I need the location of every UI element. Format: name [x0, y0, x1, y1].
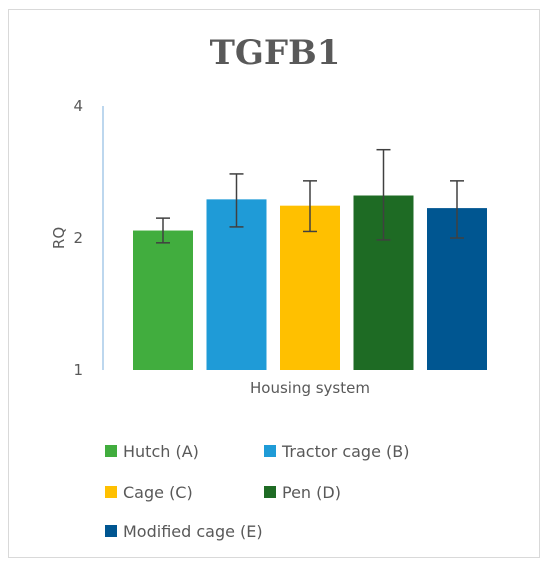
- bar: [280, 205, 340, 370]
- legend-item: Cage (C): [105, 483, 193, 502]
- legend-item: Pen (D): [264, 483, 341, 502]
- legend: Hutch (A) Tractor cage (B) Cage (C) Pen (D)…: [105, 442, 409, 541]
- y-tick-labels: 1 2 4: [73, 97, 83, 379]
- y-tick-label: 4: [73, 97, 83, 115]
- legend-swatch: [264, 445, 276, 457]
- legend-swatch: [264, 486, 276, 498]
- legend-item: Hutch (A): [105, 442, 199, 461]
- legend-swatch: [105, 445, 117, 457]
- bar: [206, 199, 267, 370]
- bar: [133, 230, 193, 370]
- chart-title: TGFB1: [210, 33, 341, 73]
- legend-label: Pen (D): [282, 483, 341, 502]
- y-axis-label: RQ: [50, 227, 68, 249]
- y-tick-label: 1: [73, 361, 83, 379]
- legend-label: Cage (C): [123, 483, 193, 502]
- bars: [133, 195, 487, 370]
- legend-label: Hutch (A): [123, 442, 199, 461]
- legend-label: Modified cage (E): [123, 522, 263, 541]
- y-tick-label: 2: [73, 229, 83, 247]
- x-axis-label: Housing system: [250, 379, 370, 397]
- error-bar: [303, 180, 317, 233]
- error-bar: [229, 173, 244, 228]
- legend-swatch: [105, 486, 117, 498]
- legend-item: Modified cage (E): [105, 522, 263, 541]
- legend-label: Tractor cage (B): [281, 442, 409, 461]
- error-bar: [156, 217, 170, 244]
- legend-swatch: [105, 525, 117, 537]
- error-bar: [450, 180, 464, 239]
- error-bar: [376, 148, 391, 241]
- error-bars: [156, 148, 464, 244]
- legend-item: Tractor cage (B): [264, 442, 409, 461]
